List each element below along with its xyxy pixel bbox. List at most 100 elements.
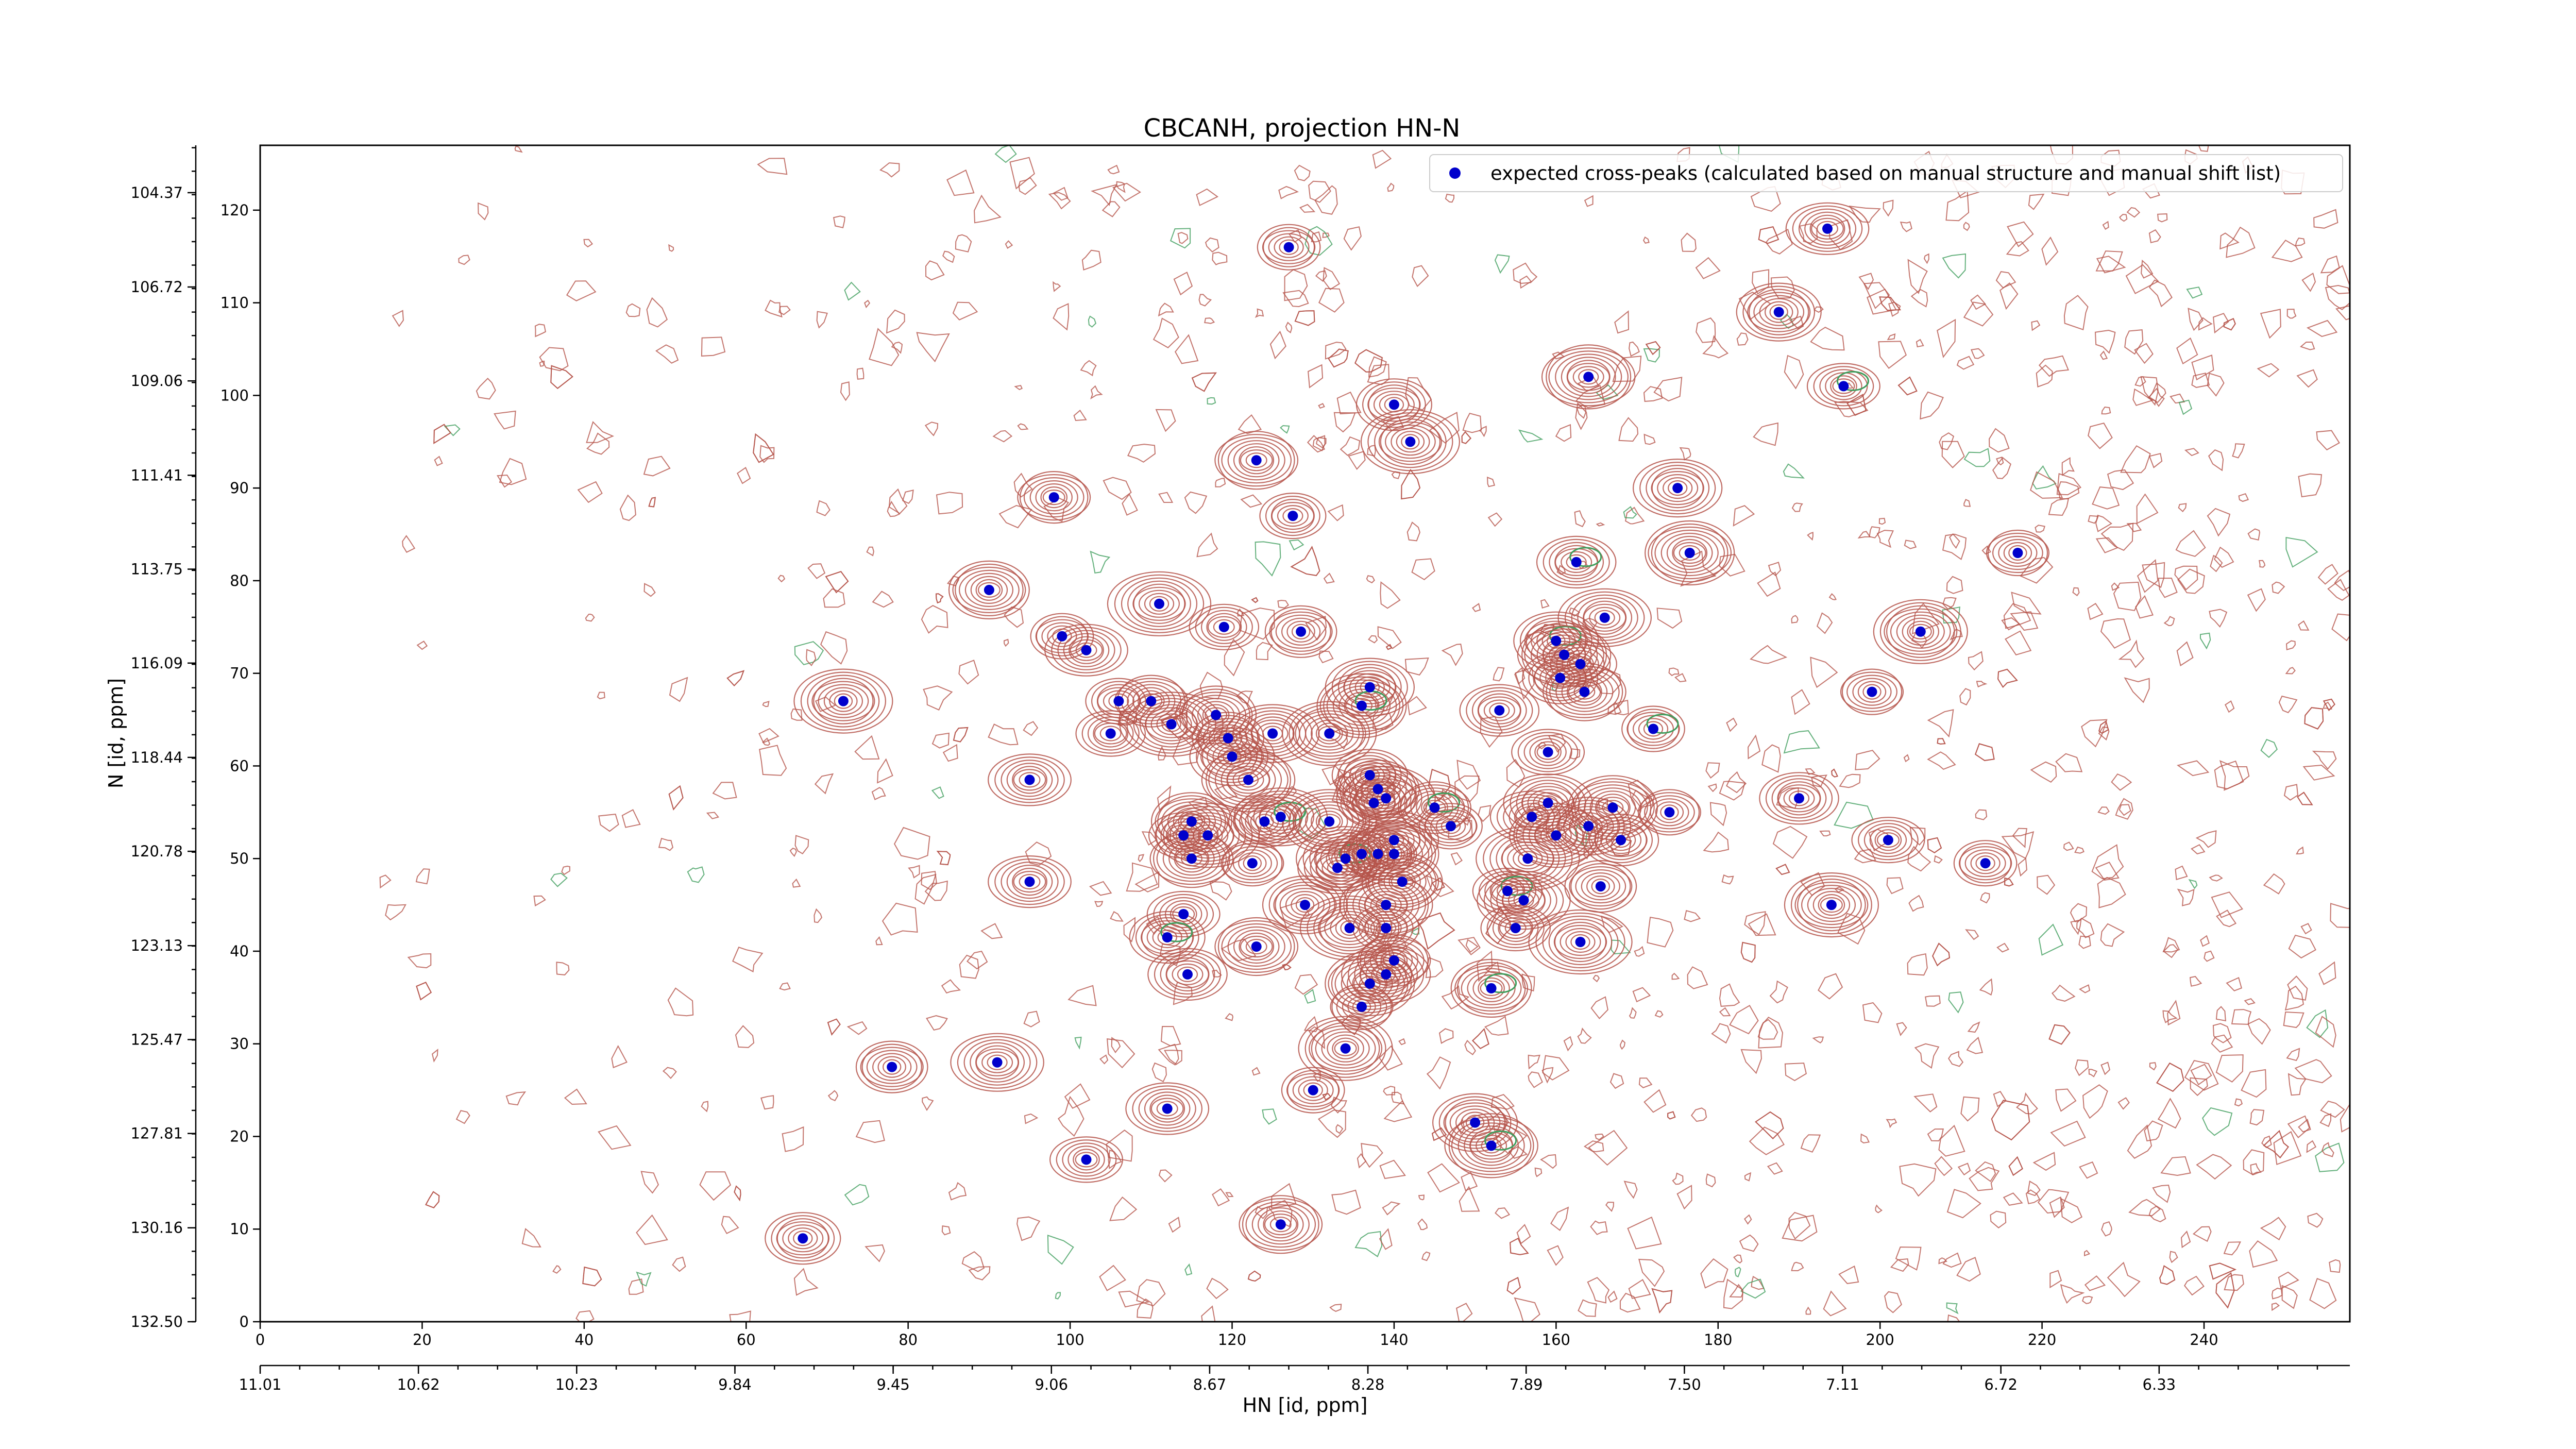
negative-contour xyxy=(1428,792,1460,813)
noise-contour xyxy=(1463,816,1471,826)
noise-contour xyxy=(1996,942,2010,953)
noise-contour xyxy=(455,1110,470,1124)
cross-peak-point xyxy=(887,1062,897,1072)
y-index-tick-label: 120 xyxy=(221,201,249,219)
noise-contour xyxy=(1023,721,1039,736)
peak-contour xyxy=(1543,538,1610,586)
noise-contour xyxy=(2118,639,2145,668)
noise-contour xyxy=(2327,579,2350,601)
cross-peak-point xyxy=(1251,941,1262,952)
noise-contour xyxy=(777,575,786,583)
noise-contour xyxy=(760,1095,774,1110)
peak-contour xyxy=(1075,1152,1098,1168)
noise-contour xyxy=(2178,399,2193,415)
noise-contour xyxy=(2095,537,2119,553)
peak-contour xyxy=(813,678,874,724)
noise-contour xyxy=(2060,1284,2085,1304)
y-ppm-tick-label: 132.50 xyxy=(131,1313,183,1330)
noise-contour xyxy=(941,1225,951,1236)
noise-contour xyxy=(2263,1130,2289,1159)
peak-contour xyxy=(765,1212,841,1265)
noise-contour xyxy=(1831,768,1838,778)
peak-contour xyxy=(1140,693,1163,709)
noise-contour xyxy=(1596,522,1605,527)
peak-contour xyxy=(1310,848,1365,888)
peak-contour xyxy=(1432,1093,1518,1152)
noise-contour xyxy=(955,234,972,252)
noise-contour xyxy=(1426,1056,1451,1090)
peak-contour xyxy=(952,566,1026,614)
noise-contour xyxy=(2148,452,2163,468)
noise-contour xyxy=(2312,750,2337,770)
cross-peak-point xyxy=(1287,511,1298,521)
peak-contour xyxy=(1323,676,1400,735)
cross-peak-point xyxy=(1364,978,1375,989)
noise-contour xyxy=(2048,497,2070,516)
noise-contour xyxy=(1099,1054,1109,1065)
noise-contour xyxy=(1299,204,1316,213)
peak-contour xyxy=(1498,914,1534,942)
noise-contour xyxy=(1471,1028,1489,1050)
cross-peak-markers xyxy=(798,223,2023,1244)
peak-contour xyxy=(1269,611,1333,652)
noise-contour xyxy=(2225,700,2235,713)
cross-peak-point xyxy=(1081,1154,1092,1165)
noise-contour xyxy=(2284,985,2304,1011)
cross-peak-point xyxy=(1162,932,1173,942)
noise-contour xyxy=(585,613,595,622)
noise-contour xyxy=(1080,360,1097,377)
noise-contour xyxy=(1908,895,1924,912)
peak-contour xyxy=(818,684,869,718)
peak-contour xyxy=(1564,591,1645,644)
peak-contour xyxy=(1953,840,2018,887)
peak-contour xyxy=(1334,960,1405,1007)
negative-contour xyxy=(1274,801,1307,822)
peak-contour xyxy=(1784,872,1879,938)
peak-contour xyxy=(1207,616,1241,638)
peak-contour xyxy=(1214,920,1299,973)
noise-contour xyxy=(2232,443,2245,459)
peak-contour xyxy=(1476,1135,1507,1157)
noise-contour xyxy=(1225,1013,1234,1021)
peak-contour xyxy=(1253,797,1309,837)
peak-contour xyxy=(1759,772,1839,825)
cross-peak-point xyxy=(1664,807,1675,818)
peak-contour xyxy=(1471,690,1527,731)
peak-contour xyxy=(1736,282,1822,342)
peak-contour xyxy=(1378,864,1427,899)
noise-contour xyxy=(961,1251,985,1272)
noise-contour xyxy=(1480,716,1503,748)
peak-contour xyxy=(1233,443,1280,478)
noise-contour xyxy=(1284,269,1308,301)
peak-contour xyxy=(1175,848,1208,870)
x-index-axis: 0 20 40 60 80 100 120 140 160 180 200 220 240 xyxy=(256,1322,2218,1349)
peak-contour xyxy=(1177,966,1198,983)
cross-peak-point xyxy=(1105,728,1116,739)
noise-contour xyxy=(1767,1162,1783,1175)
peak-contour xyxy=(1569,866,1633,907)
peak-contour xyxy=(1811,217,1844,240)
cross-peak-point xyxy=(1838,381,1849,392)
noise-contour xyxy=(1312,435,1326,451)
peak-contour xyxy=(1561,357,1616,397)
noise-contour xyxy=(1438,1028,1454,1044)
noise-contour xyxy=(1151,1062,1167,1083)
cross-peak-point xyxy=(1308,1085,1318,1096)
peak-contour xyxy=(1157,929,1177,946)
noise-contour xyxy=(1058,1096,1084,1137)
noise-contour xyxy=(1791,502,1803,512)
noise-contour xyxy=(2307,1212,2324,1228)
noise-contour xyxy=(2082,1295,2093,1304)
legend-label: expected cross-peaks (calculated based o… xyxy=(1490,162,2281,184)
peak-contour xyxy=(994,756,1065,803)
peak-contour xyxy=(1012,867,1047,896)
noise-contour xyxy=(1322,1093,1332,1101)
peak-contour xyxy=(1353,972,1386,995)
noise-contour xyxy=(2315,1142,2345,1172)
noise-contour xyxy=(1314,185,1338,215)
noise-contour xyxy=(1136,1279,1166,1307)
peak-contour xyxy=(1332,1037,1359,1059)
noise-contour xyxy=(1818,973,1843,1000)
x-ppm-tick-label: 10.23 xyxy=(555,1376,598,1393)
y-index-tick-label: 0 xyxy=(240,1313,249,1330)
